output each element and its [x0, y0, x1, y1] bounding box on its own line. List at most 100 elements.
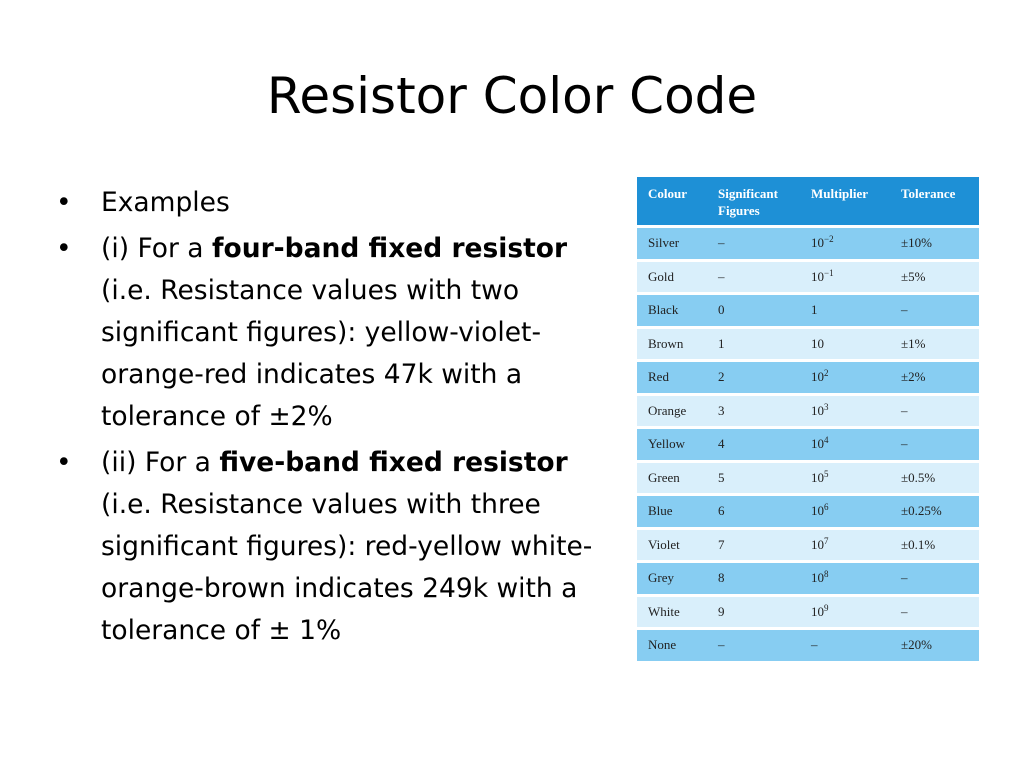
multiplier-exponent: 6 [824, 502, 829, 513]
multiplier-base: 10 [811, 402, 824, 418]
header-tolerance: Tolerance [890, 177, 979, 228]
table-row: White 9 109– [637, 595, 979, 630]
multiplier-exponent: 2 [824, 368, 829, 379]
bullet-marker: • [56, 187, 72, 218]
cell-colour: Grey [637, 561, 707, 597]
multiplier-base: – [811, 637, 818, 653]
multiplier-exponent: 5 [824, 468, 829, 479]
table-header-row: Colour Significant Figures Multiplier To… [637, 177, 979, 228]
bullet-list: • Examples • (i) For a four-band fixed resi… [56, 182, 622, 656]
table-row: Violet 7 107 ±0.1% [637, 528, 979, 563]
table-row: Brown 1 10 ±1% [637, 327, 979, 362]
slide-title: Resistor Color Code [266, 67, 758, 125]
cell-colour: Gold [637, 260, 707, 295]
cell-multiplier: 10 [800, 327, 890, 362]
cell-tolerance: ±1% [890, 327, 979, 362]
multiplier-base: 1 [811, 302, 818, 318]
multiplier-base: 10 [811, 603, 824, 619]
cell-colour: Violet [637, 528, 707, 563]
table-row: Red 2 102 ±2% [637, 360, 979, 396]
cell-multiplier: 109 [800, 595, 890, 630]
cell-colour: White [637, 595, 707, 630]
multiplier-base: 10 [811, 469, 824, 485]
cell-significant-figure: 3 [707, 394, 800, 429]
cell-significant-figure: – [707, 226, 800, 262]
table-row: Blue 6 106 ±0.25% [637, 494, 979, 530]
table-row: Green 5 105 ±0.5% [637, 461, 979, 496]
cell-colour: Orange [637, 394, 707, 429]
cell-tolerance: ±0.25% [890, 494, 979, 530]
cell-tolerance: ±10% [890, 226, 979, 262]
bullet-item: • Examples [56, 182, 622, 224]
multiplier-exponent: 7 [824, 535, 829, 546]
cell-significant-figure: 9 [707, 595, 800, 630]
bullet-text: (i.e. Resistance values with three signi… [101, 489, 593, 646]
cell-multiplier: 108 [800, 561, 890, 597]
multiplier-exponent: −1 [824, 267, 834, 278]
cell-colour: None [637, 628, 707, 664]
cell-colour: Silver [637, 226, 707, 262]
bullet-item: • (i) For a four-band fixed resistor (i.e… [56, 228, 622, 438]
cell-colour: Brown [637, 327, 707, 362]
table-row: Grey 8 108– [637, 561, 979, 597]
multiplier-base: 10 [811, 369, 824, 385]
header-significant-figures: Significant Figures [707, 177, 800, 228]
bullet-text: Examples [101, 187, 230, 218]
table-body: Silver –10−2 ±10% Gold –10−1 ±5% Black 0 1– Brown… [637, 226, 979, 664]
multiplier-exponent: 4 [824, 435, 829, 446]
cell-tolerance: – [890, 427, 979, 463]
bullet-bold-text: four-band fixed resistor [211, 233, 568, 264]
multiplier-base: 10 [811, 503, 824, 519]
cell-tolerance: – [890, 293, 979, 329]
cell-tolerance: ±0.5% [890, 461, 979, 496]
cell-significant-figure: 2 [707, 360, 800, 396]
multiplier-exponent: −2 [824, 234, 834, 245]
cell-significant-figure: 7 [707, 528, 800, 563]
multiplier-base: 10 [811, 536, 824, 552]
cell-colour: Green [637, 461, 707, 496]
bullet-text: (i) For a [101, 233, 212, 264]
header-multiplier: Multiplier [800, 177, 890, 228]
cell-significant-figure: 5 [707, 461, 800, 496]
cell-colour: Black [637, 293, 707, 329]
cell-significant-figure: 0 [707, 293, 800, 329]
cell-colour: Red [637, 360, 707, 396]
cell-multiplier: 102 [800, 360, 890, 396]
cell-tolerance: – [890, 561, 979, 597]
table-row: Black 0 1 – [637, 293, 979, 329]
table-row: Yellow 4 104– [637, 427, 979, 463]
multiplier-exponent: 8 [824, 569, 829, 580]
cell-tolerance: – [890, 595, 979, 630]
table-row: Silver –10−2 ±10% [637, 226, 979, 262]
cell-multiplier: 104 [800, 427, 890, 463]
multiplier-base: 10 [811, 436, 824, 452]
cell-significant-figure: 8 [707, 561, 800, 597]
multiplier-base: 10 [811, 570, 824, 586]
multiplier-exponent: 9 [824, 602, 829, 613]
bullet-bold-text: five-band fixed resistor [219, 447, 568, 478]
multiplier-base: 10 [811, 235, 824, 251]
cell-multiplier: – [800, 628, 890, 664]
cell-multiplier: 10−2 [800, 226, 890, 262]
cell-significant-figure: 4 [707, 427, 800, 463]
cell-tolerance: ±2% [890, 360, 979, 396]
cell-multiplier: 103 [800, 394, 890, 429]
cell-significant-figure: – [707, 260, 800, 295]
bullet-text: (ii) For a [101, 447, 220, 478]
bullet-marker: • [56, 447, 72, 478]
table-row: Orange 3 103– [637, 394, 979, 429]
cell-multiplier: 106 [800, 494, 890, 530]
bullet-item: • (ii) For a five-band fixed resistor (i.… [56, 442, 622, 652]
cell-significant-figure: – [707, 628, 800, 664]
cell-tolerance: – [890, 394, 979, 429]
cell-significant-figure: 1 [707, 327, 800, 362]
bullet-text: (i.e. Resistance values with two signifi… [101, 275, 542, 432]
cell-tolerance: ±20% [890, 628, 979, 664]
cell-multiplier: 105 [800, 461, 890, 496]
cell-colour: Yellow [637, 427, 707, 463]
bullet-marker: • [56, 233, 72, 264]
color-code-table: Colour Significant Figures Multiplier To… [637, 177, 979, 664]
color-code-table-container: Colour Significant Figures Multiplier To… [637, 177, 979, 664]
cell-significant-figure: 6 [707, 494, 800, 530]
table-row: None – – ±20% [637, 628, 979, 664]
